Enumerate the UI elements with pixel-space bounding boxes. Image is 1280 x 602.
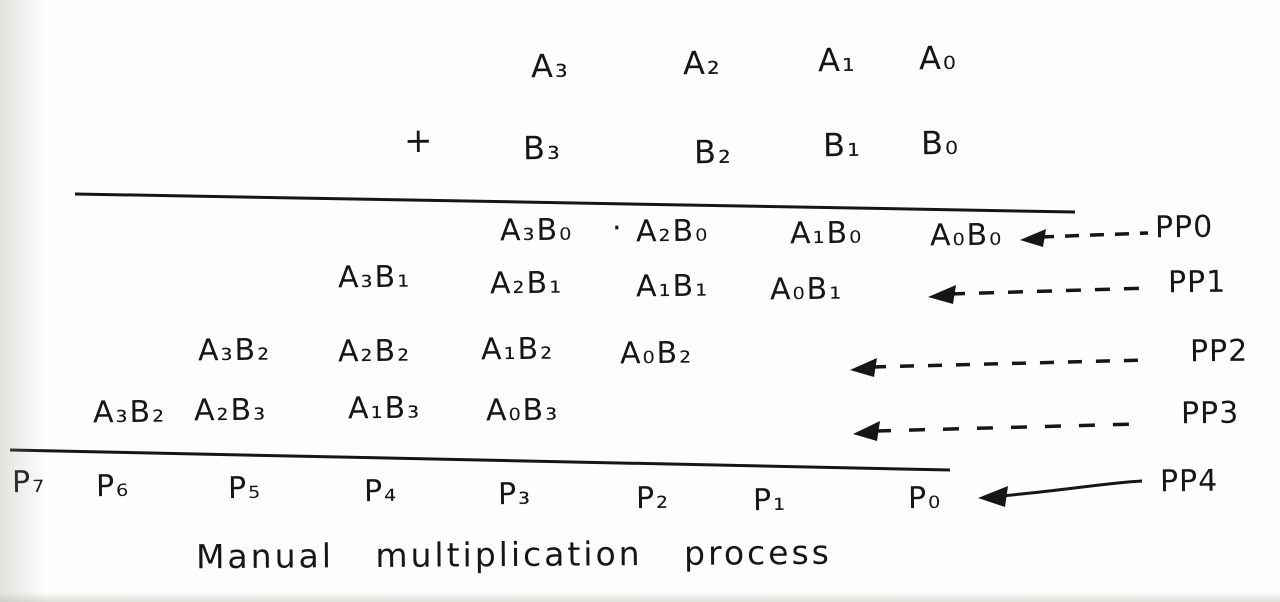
pp0-arrow-line [1039,231,1149,239]
pp2-arrowhead-icon [850,358,877,377]
pp3-arrow-line [874,422,1139,433]
sum-line-bottom [9,448,951,472]
pp1-arrowhead-icon [928,285,956,304]
pp1-arrow-line [949,286,1151,296]
pp4-arrowhead-icon [978,486,1008,507]
pp3-arrowhead-icon [853,421,880,441]
sum-line-top [74,192,1076,214]
pp0-arrowhead-icon [1020,229,1046,247]
pp2-arrow-line [871,358,1147,369]
pp4-arrow-line [999,479,1143,498]
